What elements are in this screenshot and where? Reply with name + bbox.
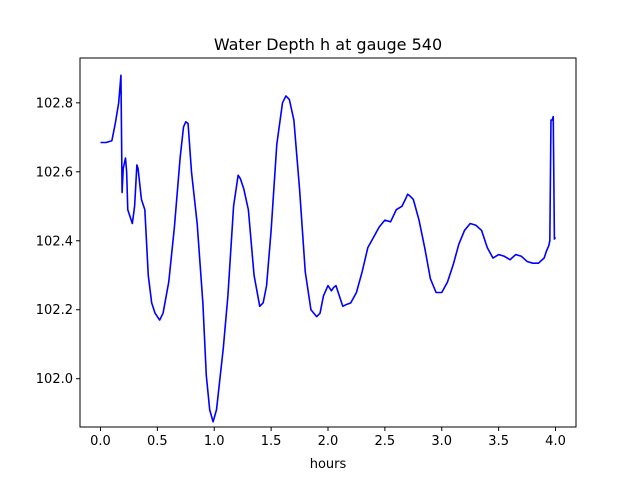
x-axis-label: hours	[310, 457, 347, 472]
x-axis-ticks: 0.0 0.5 1.0 1.5 2.0 2.5 3.0 3.5 4.0	[90, 427, 566, 449]
plot-background	[80, 58, 576, 427]
y-axis-ticks: 102.0 102.2 102.4 102.6 102.8	[36, 96, 80, 387]
y-tick-label: 102.8	[36, 96, 73, 111]
y-tick-label: 102.6	[36, 165, 73, 180]
x-tick-label: 0.5	[147, 434, 168, 449]
x-tick-label: 3.5	[488, 434, 509, 449]
y-tick-label: 102.0	[36, 372, 73, 387]
series-layer	[100, 74, 557, 423]
chart-title: Water Depth h at gauge 540	[214, 35, 442, 54]
y-tick-label: 102.4	[36, 234, 73, 249]
x-tick-label: 3.0	[431, 434, 452, 449]
x-tick-label: 2.5	[375, 434, 396, 449]
y-tick-label: 102.2	[36, 303, 73, 318]
x-tick-label: 1.0	[204, 434, 225, 449]
series-line-0	[100, 74, 557, 423]
x-tick-label: 2.0	[318, 434, 339, 449]
x-tick-label: 1.5	[261, 434, 282, 449]
x-tick-label: 0.0	[90, 434, 111, 449]
x-tick-label: 4.0	[545, 434, 566, 449]
